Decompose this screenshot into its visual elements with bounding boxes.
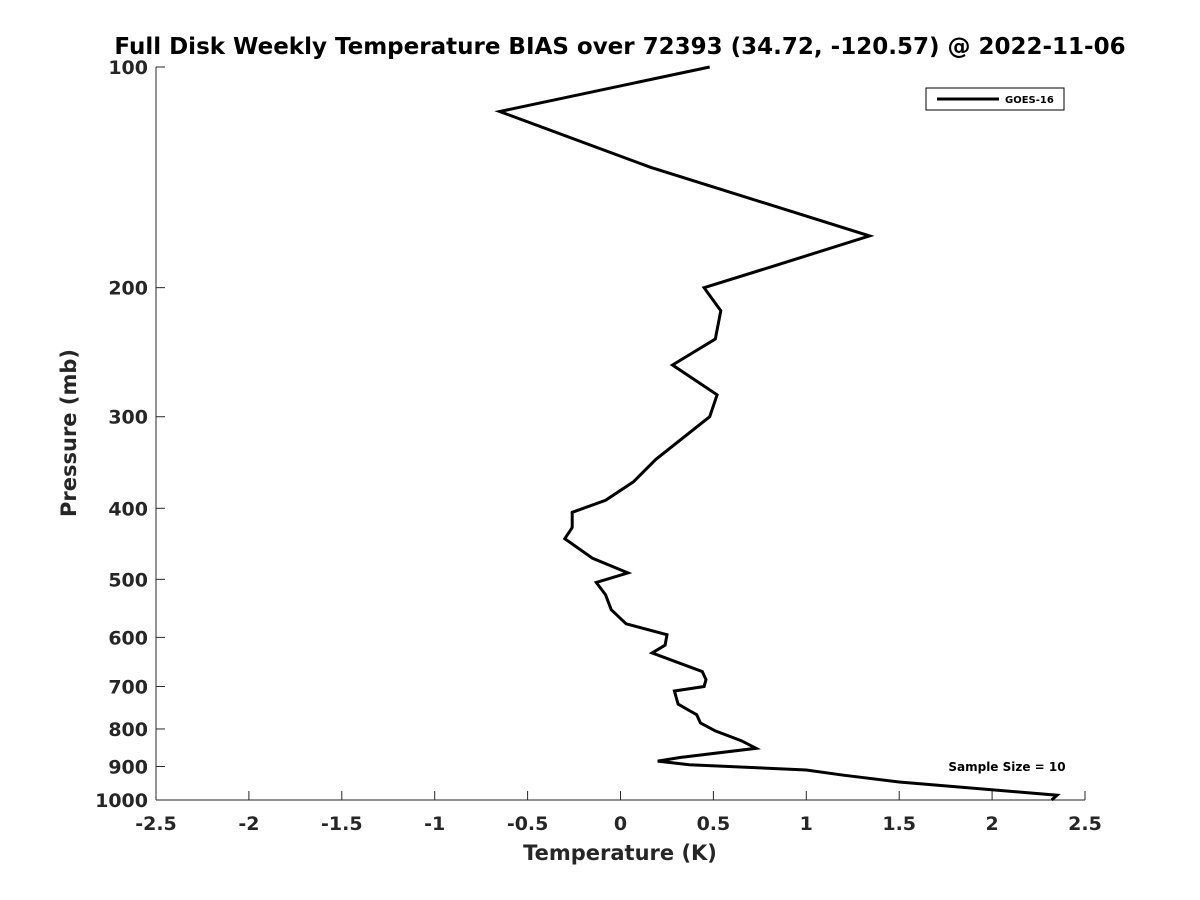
chart-title: Full Disk Weekly Temperature BIAS over 7… xyxy=(114,34,1125,60)
y-axis-label: Pressure (mb) xyxy=(57,349,81,517)
y-tick-label: 700 xyxy=(108,676,148,698)
x-tick-label: 1.5 xyxy=(882,813,916,835)
y-tick-label: 800 xyxy=(108,719,148,741)
legend-entry-label: GOES-16 xyxy=(1005,95,1054,106)
x-tick-label: -1.5 xyxy=(321,813,363,835)
x-tick-label: 0 xyxy=(614,813,627,835)
x-tick-label: 1 xyxy=(800,813,813,835)
series-line xyxy=(494,65,1061,802)
plot-background xyxy=(156,67,1085,800)
y-tick-label: 900 xyxy=(108,756,148,778)
y-tick-group: 100 200 300 400 500 600 700 800 900 1000 xyxy=(95,57,165,812)
series-layer xyxy=(494,65,1061,802)
x-axis-label: Temperature (K) xyxy=(523,841,717,865)
y-tick-label: 300 xyxy=(108,407,148,429)
x-tick-label: 2 xyxy=(985,813,998,835)
x-tick-label: -1 xyxy=(424,813,445,835)
x-tick-label: 0.5 xyxy=(697,813,731,835)
y-tick-label: 200 xyxy=(108,278,148,300)
y-tick-label: 100 xyxy=(108,57,148,79)
x-tick-label: 2.5 xyxy=(1068,813,1102,835)
x-tick-label: -2 xyxy=(238,813,259,835)
x-tick-label: -2.5 xyxy=(135,813,177,835)
y-tick-label: 600 xyxy=(108,627,148,649)
y-tick-label: 400 xyxy=(108,498,148,520)
y-tick-label: 500 xyxy=(108,569,148,591)
y-tick-label: 1000 xyxy=(95,790,148,812)
x-tick-label: -0.5 xyxy=(507,813,549,835)
legend: GOES-16 xyxy=(925,87,1065,111)
x-tick-group: -2.5 -2 -1.5 -1 -0.5 0 0.5 1 1.5 2 2.5 xyxy=(135,791,1102,835)
sample-size-annotation: Sample Size = 10 xyxy=(948,760,1065,774)
